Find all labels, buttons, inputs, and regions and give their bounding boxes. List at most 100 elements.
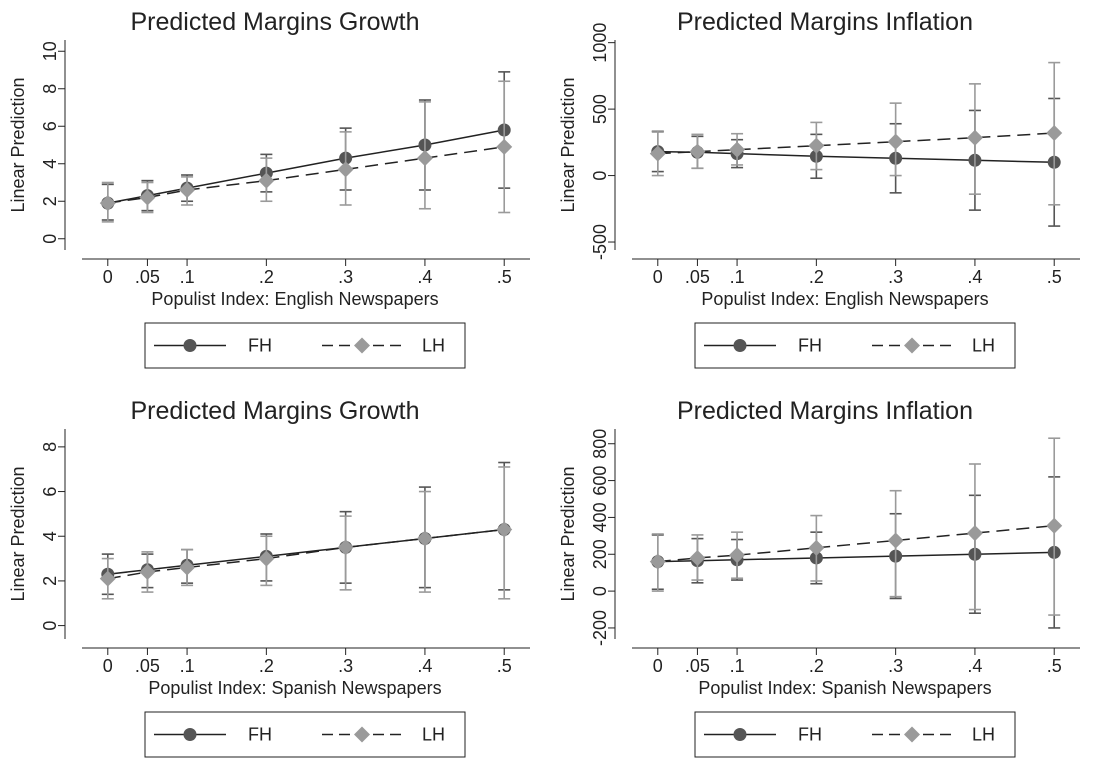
inflation-spanish-y-tick-label: 600 xyxy=(590,466,610,496)
inflation-spanish-legend-lh-marker xyxy=(904,726,920,743)
growth-english-x-tick-label: .2 xyxy=(259,267,274,287)
growth-english-title: Predicted Margins Growth xyxy=(130,8,419,36)
inflation-english-x-axis-title: Populist Index: English Newspapers xyxy=(701,289,988,309)
inflation-spanish-lh-point xyxy=(887,532,904,549)
growth-spanish-x-tick-label: .5 xyxy=(497,656,512,676)
chart-panel-growth-spanish: Predicted Margins Growth 0 2 4 6 8 Linear Pred… xyxy=(0,389,550,778)
inflation-spanish-y-tick-label: -200 xyxy=(590,610,610,646)
inflation-english-y-tick-label: 500 xyxy=(590,94,610,124)
inflation-english-lh-point xyxy=(1046,125,1063,142)
growth-spanish-lh-point xyxy=(337,539,354,556)
inflation-spanish-x-tick-label: .3 xyxy=(888,656,903,676)
growth-english-y-tick-label: 8 xyxy=(40,84,60,94)
inflation-english-lh-point xyxy=(808,137,825,154)
growth-spanish-y-tick-label: 0 xyxy=(40,621,60,631)
growth-spanish-x-tick-label: .3 xyxy=(338,656,353,676)
inflation-spanish-lh-point xyxy=(689,549,706,566)
growth-english-x-tick-label: .5 xyxy=(497,267,512,287)
inflation-english-fh-series-line xyxy=(657,150,1055,164)
inflation-spanish-lh-point xyxy=(966,525,983,542)
inflation-english-legend: FH LH xyxy=(694,322,1016,369)
chart-panel-inflation-english: Predicted Margins Inflation -500 0 500 1000 L… xyxy=(550,0,1100,389)
growth-english-lh-point xyxy=(99,195,116,212)
inflation-spanish-x-tick-label: .5 xyxy=(1047,656,1062,676)
inflation-spanish-lh-point xyxy=(729,547,746,564)
growth-english-lh-point xyxy=(179,182,196,198)
inflation-english-x-tick-label: .2 xyxy=(809,267,824,287)
chart-svg-growth-spanish: Predicted Margins Growth 0 2 4 6 8 Linear Pred… xyxy=(8,397,530,758)
inflation-english-x-tick-label: .5 xyxy=(1047,267,1062,287)
chart-svg-inflation-english: Predicted Margins Inflation -500 0 500 1000 L… xyxy=(558,8,1080,369)
growth-english-lh-point xyxy=(337,161,354,178)
growth-english-y-tick-label: 10 xyxy=(40,41,60,61)
inflation-spanish-legend-fh-marker xyxy=(733,728,747,741)
growth-english-lh-point xyxy=(416,150,433,167)
growth-spanish-y-tick-label: 4 xyxy=(40,531,60,541)
growth-english-x-tick-label: 0 xyxy=(103,267,113,287)
inflation-english-legend-fh-marker xyxy=(733,339,747,352)
growth-english-legend: FH LH xyxy=(144,322,466,369)
growth-english-y-tick-label: 4 xyxy=(40,159,60,169)
growth-spanish-y-axis-title: Linear Prediction xyxy=(8,466,28,601)
chart-svg-inflation-spanish: Predicted Margins Inflation -200 0 200 400 60… xyxy=(558,397,1080,758)
inflation-spanish-x-tick-label: .05 xyxy=(685,656,710,676)
growth-english-legend-fh-marker xyxy=(183,339,197,352)
growth-english-y-tick-label: 6 xyxy=(40,121,60,131)
growth-spanish-lh-point xyxy=(258,550,275,567)
growth-spanish-legend-fh-marker xyxy=(183,728,197,741)
inflation-spanish-fh-series-line xyxy=(657,551,1055,563)
growth-spanish-legend-lh-label: LH xyxy=(422,725,445,745)
inflation-english-x-tick-label: 0 xyxy=(653,267,663,287)
inflation-english-lh-point xyxy=(689,143,706,160)
growth-english-x-tick-label: .05 xyxy=(135,267,160,287)
growth-spanish-x-tick-label: 0 xyxy=(103,656,113,676)
growth-spanish-x-tick-label: .4 xyxy=(417,656,432,676)
chart-panel-inflation-spanish: Predicted Margins Inflation -200 0 200 400 60… xyxy=(550,389,1100,778)
growth-english-fh-series-line xyxy=(107,129,505,204)
growth-spanish-lh-point xyxy=(416,530,433,547)
inflation-english-title: Predicted Margins Inflation xyxy=(677,8,973,36)
growth-spanish-title: Predicted Margins Growth xyxy=(130,397,419,425)
growth-english-y-tick-label: 0 xyxy=(40,234,60,244)
inflation-spanish-lh-point xyxy=(1046,517,1063,534)
growth-spanish-legend: FH LH xyxy=(144,711,466,758)
growth-spanish-lh-point xyxy=(179,559,196,576)
inflation-english-legend-lh-label: LH xyxy=(972,336,995,356)
growth-english-lh-point xyxy=(258,172,275,189)
growth-spanish-x-tick-label: .2 xyxy=(259,656,274,676)
growth-spanish-x-tick-label: .05 xyxy=(135,656,160,676)
inflation-spanish-lh-series-line xyxy=(657,524,1055,563)
growth-spanish-x-axis-title: Populist Index: Spanish Newspapers xyxy=(148,678,441,698)
growth-english-x-tick-label: .1 xyxy=(180,267,195,287)
growth-spanish-fh-series-line xyxy=(107,528,505,575)
inflation-english-x-tick-label: .3 xyxy=(888,267,903,287)
inflation-spanish-legend: FH LH xyxy=(694,711,1016,758)
inflation-spanish-y-tick-label: 0 xyxy=(590,586,610,596)
inflation-spanish-title: Predicted Margins Inflation xyxy=(677,397,973,425)
growth-english-legend-lh-marker xyxy=(354,337,370,354)
inflation-spanish-y-tick-label: 800 xyxy=(590,429,610,459)
inflation-english-y-tick-label: 0 xyxy=(590,171,610,181)
inflation-english-lh-point xyxy=(887,133,904,150)
inflation-english-x-tick-label: .4 xyxy=(967,267,982,287)
inflation-spanish-y-tick-label: 200 xyxy=(590,539,610,569)
inflation-english-y-axis-title: Linear Prediction xyxy=(558,77,578,212)
inflation-english-lh-point xyxy=(729,141,746,158)
inflation-spanish-y-axis-title: Linear Prediction xyxy=(558,466,578,601)
growth-spanish-legend-lh-marker xyxy=(354,726,370,743)
inflation-spanish-x-axis-title: Populist Index: Spanish Newspapers xyxy=(698,678,991,698)
inflation-english-legend-fh-label: FH xyxy=(798,336,822,356)
growth-english-y-tick-label: 2 xyxy=(40,196,60,206)
inflation-spanish-x-tick-label: 0 xyxy=(653,656,663,676)
growth-spanish-y-tick-label: 6 xyxy=(40,487,60,497)
inflation-spanish-y-tick-label: 400 xyxy=(590,502,610,532)
growth-english-legend-fh-label: FH xyxy=(248,336,272,356)
growth-english-legend-lh-label: LH xyxy=(422,336,445,356)
growth-english-y-axis-title: Linear Prediction xyxy=(8,77,28,212)
inflation-english-legend-lh-marker xyxy=(904,337,920,354)
inflation-english-lh-point xyxy=(966,129,983,146)
growth-spanish-lh-point xyxy=(99,570,116,587)
inflation-spanish-x-tick-label: .4 xyxy=(967,656,982,676)
inflation-spanish-legend-lh-label: LH xyxy=(972,725,995,745)
inflation-spanish-lh-point xyxy=(649,553,666,570)
